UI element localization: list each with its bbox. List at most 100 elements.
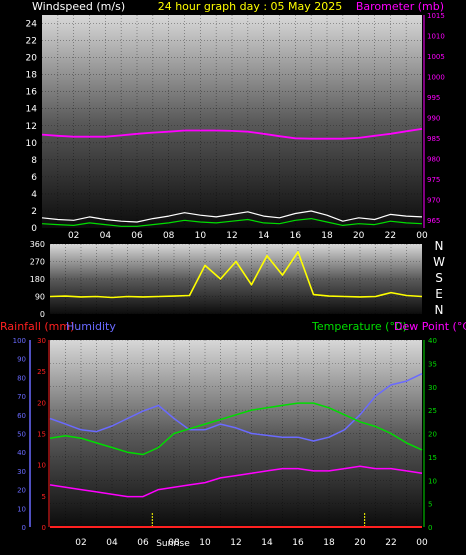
windspeed-tick-label: 20 [26,54,38,64]
temp-x-tick-label: 22 [385,538,396,548]
rainfall-tick-label: 5 [42,493,46,501]
temperature-tick-label: 30 [428,384,437,392]
humidity-tick-label: 100 [13,337,26,345]
temperature-series-line [49,402,423,456]
wind-x-tick-label: 06 [131,231,143,241]
windspeed-tick-label: 18 [26,71,38,81]
temperature-tick-label: 25 [428,407,437,415]
temp-x-tick-label: 02 [75,538,86,548]
humidity-tick-label: 0 [22,524,26,532]
barometer-tick-label: 970 [427,196,440,204]
barometer-series-line [41,128,423,140]
rainfall-axis-title: Rainfall (mm) [0,320,74,333]
barometer-tick-label: 975 [427,176,440,184]
wind-x-tick-label: 08 [163,231,175,241]
dew-point-series-line [49,465,423,498]
humidity-axis-title: Humidity [66,320,116,333]
humidity-tick-label: 70 [17,393,26,401]
windspeed-tick-label: 8 [31,156,37,166]
barometer-tick-label: 1005 [427,53,445,61]
temperature-axis-title: Temperature (°C) [311,320,407,333]
barometer-tick-label: 990 [427,114,440,122]
windspeed-tick-label: 16 [26,88,38,98]
barometer-tick-label: 1010 [427,32,445,40]
windspeed-tick-label: 22 [26,37,37,47]
dew-point-axis-title: Dew Point (°C) [394,320,466,333]
humidity-tick-label: 50 [17,431,26,439]
temperature-tick-label: 40 [428,337,437,345]
direction-tick-label: 270 [30,258,45,267]
compass-label-west: W [433,255,445,269]
direction-tick-label: 360 [30,240,45,249]
wind-x-tick-label: 00 [416,231,428,241]
direction-tick-label: 90 [35,293,45,302]
humidity-tick-label: 40 [17,449,26,457]
wind-x-tick-label: 12 [226,231,237,241]
wind-gust-series-line [41,210,423,223]
temp-x-tick-label: 12 [230,538,241,548]
temp-x-tick-label: 16 [292,538,304,548]
rainfall-tick-label: 10 [37,462,46,470]
wind-x-tick-label: 22 [385,231,396,241]
temp-x-tick-label: 20 [354,538,366,548]
barometer-tick-label: 1000 [427,73,445,81]
windspeed-tick-label: 2 [31,207,37,217]
wind-x-tick-label: 16 [290,231,302,241]
humidity-series-line [49,373,423,442]
temperature-tick-label: 20 [428,431,437,439]
wind-baro-panel [42,15,422,228]
barometer-tick-label: 1015 [427,12,445,20]
humidity-tick-label: 30 [17,468,26,476]
sunrise-label: Sunrise [156,539,190,549]
temp-x-tick-label: 18 [323,538,335,548]
barometer-tick-label: 985 [427,135,440,143]
graph-title: 24 hour graph day : 05 May 2025 [158,0,343,13]
compass-label-south: S [435,271,443,285]
windspeed-tick-label: 4 [31,190,37,200]
compass-label-north-top: N [435,239,444,253]
windspeed-tick-label: 12 [26,122,37,132]
wind-x-tick-label: 20 [353,231,365,241]
temperature-tick-label: 10 [428,477,437,485]
direction-tick-label: 180 [30,275,45,284]
barometer-tick-label: 965 [427,217,440,225]
rainfall-tick-label: 25 [37,368,46,376]
windspeed-tick-label: 10 [26,139,38,149]
temperature-tick-label: 35 [428,360,437,368]
wind-x-tick-label: 18 [321,231,333,241]
rainfall-tick-label: 20 [37,399,46,407]
wind-x-tick-label: 14 [258,231,270,241]
windspeed-tick-label: 0 [31,224,37,234]
windspeed-tick-label: 14 [26,105,38,115]
humidity-tick-label: 20 [17,487,26,495]
barometer-tick-label: 995 [427,94,440,102]
compass-label-north-bottom: N [435,303,444,317]
wind-x-tick-label: 10 [195,231,207,241]
direction-tick-label: 0 [40,310,45,319]
temperature-tick-label: 15 [428,454,437,462]
compass-label-east: E [435,287,443,301]
humidity-tick-label: 60 [17,412,26,420]
temp-x-tick-label: 14 [261,538,273,548]
windspeed-tick-label: 24 [26,20,38,30]
windspeed-tick-label: 6 [31,173,37,183]
humidity-tick-label: 80 [17,374,26,382]
temperature-tick-label: 0 [428,524,432,532]
barometer-axis-title: Barometer (mb) [356,0,444,13]
windspeed-axis-title: Windspeed (m/s) [32,0,125,13]
temp-x-tick-label: 06 [137,538,149,548]
wind-direction-series-line [49,251,423,299]
wind-average-series-line [41,218,423,227]
temp-x-tick-label: 04 [106,538,118,548]
temp-x-tick-label: 08 [168,538,180,548]
rainfall-tick-label: 30 [37,337,46,345]
wind-x-tick-label: 02 [68,231,79,241]
humidity-tick-label: 10 [17,505,26,513]
rainfall-tick-label: 15 [37,431,46,439]
temp-x-tick-label: 10 [199,538,211,548]
rainfall-tick-label: 0 [42,524,46,532]
temperature-tick-label: 5 [428,501,432,509]
wind-x-tick-label: 04 [100,231,112,241]
barometer-tick-label: 980 [427,155,440,163]
